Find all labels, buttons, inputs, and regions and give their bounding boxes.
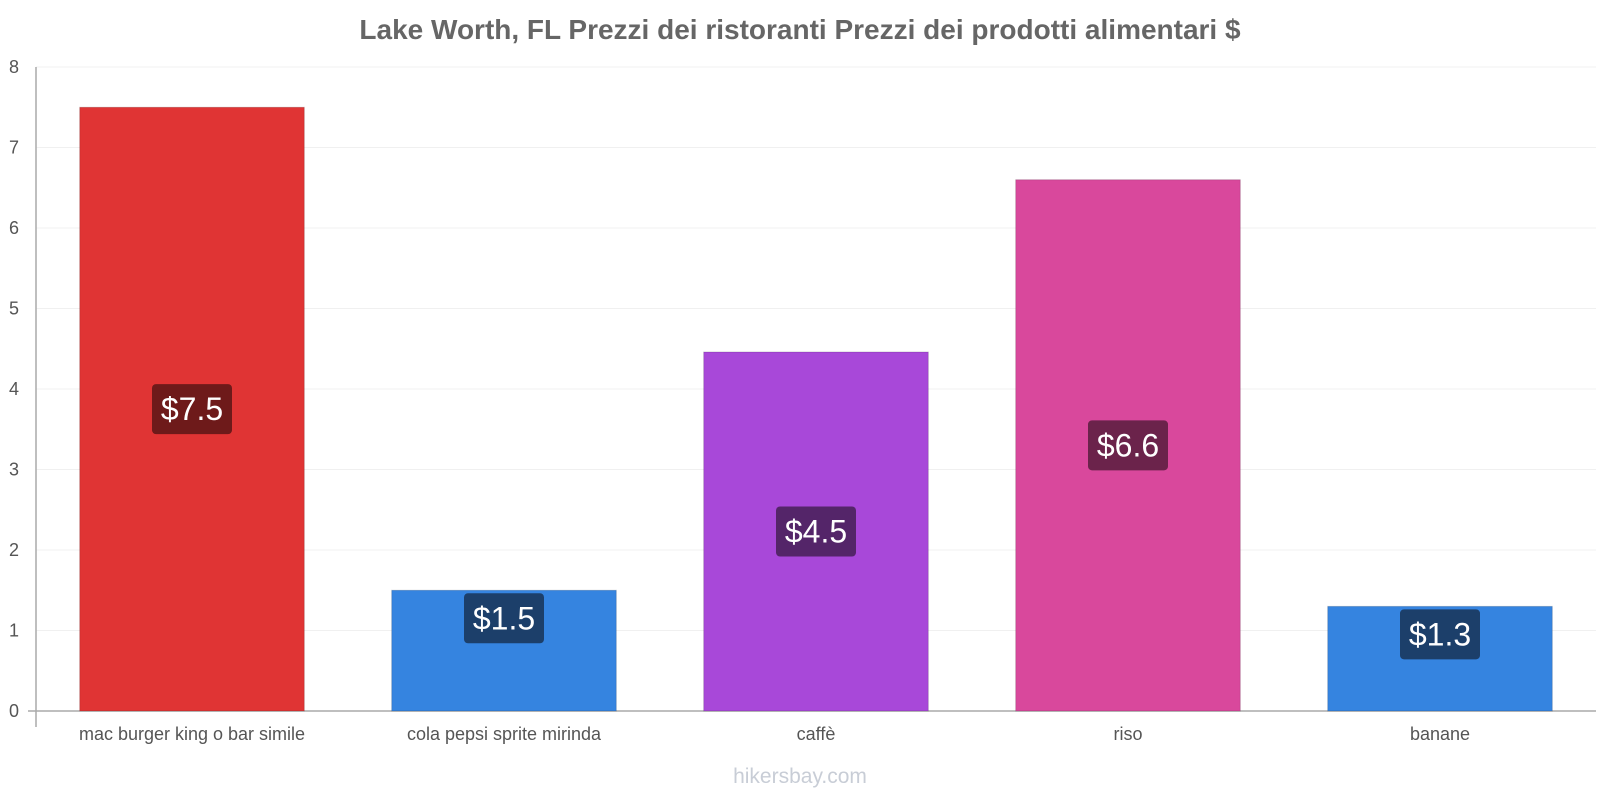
value-label-box bbox=[1088, 420, 1168, 471]
value-label: $1.5 bbox=[473, 600, 535, 636]
y-tick-label: 6 bbox=[9, 218, 19, 238]
category-label: caffè bbox=[797, 724, 836, 744]
chart-title: Lake Worth, FL Prezzi dei ristoranti Pre… bbox=[359, 14, 1241, 45]
value-label: $7.5 bbox=[161, 391, 223, 427]
value-label: $1.3 bbox=[1409, 616, 1471, 652]
y-tick-label: 0 bbox=[9, 701, 19, 721]
y-tick-label: 2 bbox=[9, 540, 19, 560]
watermark: hikersbay.com bbox=[733, 765, 867, 788]
value-label: $4.5 bbox=[785, 513, 847, 549]
category-label: riso bbox=[1113, 724, 1142, 744]
y-tick-label: 1 bbox=[9, 621, 19, 641]
y-tick-label: 4 bbox=[9, 379, 19, 399]
value-label-box bbox=[1400, 609, 1480, 660]
category-label: banane bbox=[1410, 724, 1470, 744]
value-label-box bbox=[464, 593, 544, 644]
value-label-box bbox=[776, 506, 856, 557]
category-label: cola pepsi sprite mirinda bbox=[407, 724, 602, 744]
y-tick-label: 8 bbox=[9, 57, 19, 77]
y-tick-label: 7 bbox=[9, 138, 19, 158]
value-label: $6.6 bbox=[1097, 427, 1159, 463]
value-label-box bbox=[152, 384, 232, 435]
category-label: mac burger king o bar simile bbox=[79, 724, 305, 744]
y-tick-label: 3 bbox=[9, 460, 19, 480]
y-tick-label: 5 bbox=[9, 299, 19, 319]
